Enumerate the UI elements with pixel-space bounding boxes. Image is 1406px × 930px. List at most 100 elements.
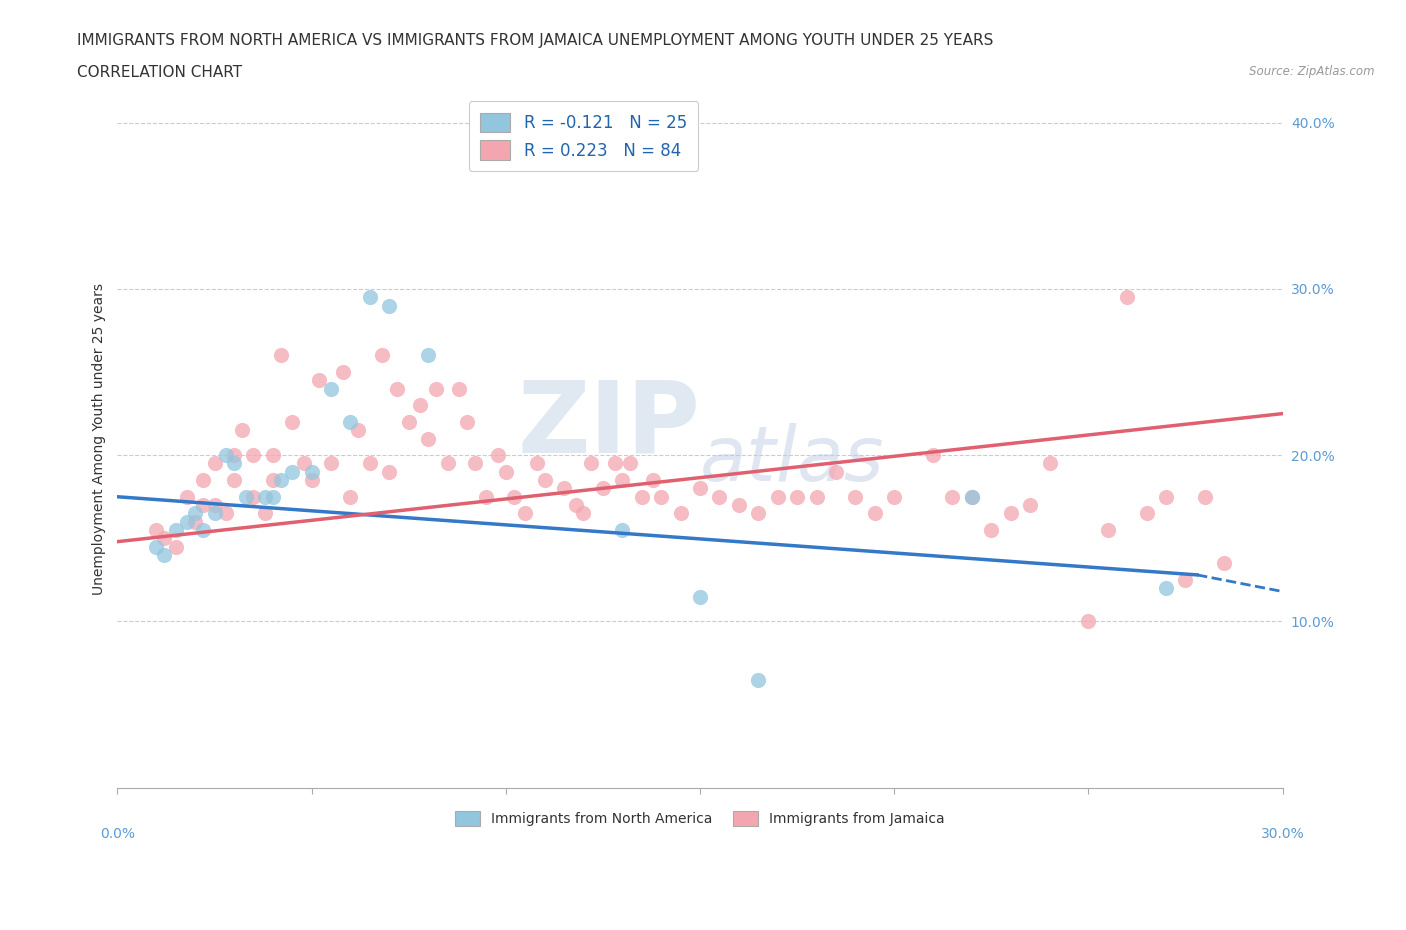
Point	[612, 523, 634, 538]
Point	[153, 531, 176, 546]
Point	[619, 456, 641, 471]
Point	[332, 365, 354, 379]
Point	[262, 472, 284, 487]
Point	[502, 489, 524, 504]
Point	[319, 381, 342, 396]
Point	[1174, 573, 1197, 588]
Point	[231, 423, 253, 438]
Point	[572, 506, 595, 521]
Text: Source: ZipAtlas.com: Source: ZipAtlas.com	[1250, 65, 1375, 78]
Point	[191, 472, 214, 487]
Point	[425, 381, 447, 396]
Point	[495, 464, 517, 479]
Point	[486, 447, 509, 462]
Point	[553, 481, 575, 496]
Point	[1194, 489, 1216, 504]
Point	[184, 514, 207, 529]
Point	[650, 489, 672, 504]
Point	[475, 489, 498, 504]
Point	[145, 523, 167, 538]
Point	[418, 348, 440, 363]
Point	[630, 489, 652, 504]
Point	[145, 539, 167, 554]
Point	[308, 373, 330, 388]
Point	[1116, 290, 1139, 305]
Point	[669, 506, 692, 521]
Point	[464, 456, 486, 471]
Point	[339, 489, 361, 504]
Point	[1000, 506, 1022, 521]
Point	[592, 481, 614, 496]
Point	[301, 472, 323, 487]
Text: 30.0%: 30.0%	[1261, 827, 1305, 841]
Text: ZIP: ZIP	[517, 376, 700, 473]
Point	[436, 456, 458, 471]
Point	[533, 472, 555, 487]
Point	[612, 472, 634, 487]
Point	[215, 506, 238, 521]
Point	[409, 398, 432, 413]
Point	[564, 498, 586, 512]
Text: CORRELATION CHART: CORRELATION CHART	[77, 65, 242, 80]
Point	[1077, 614, 1099, 629]
Point	[222, 472, 245, 487]
Point	[1213, 556, 1236, 571]
Point	[1019, 498, 1042, 512]
Point	[370, 348, 392, 363]
Legend: Immigrants from North America, Immigrants from Jamaica: Immigrants from North America, Immigrant…	[449, 804, 952, 833]
Point	[204, 456, 226, 471]
Point	[689, 589, 711, 604]
Point	[515, 506, 537, 521]
Point	[191, 498, 214, 512]
Point	[806, 489, 828, 504]
Point	[1154, 489, 1177, 504]
Point	[235, 489, 257, 504]
Point	[242, 447, 264, 462]
Point	[301, 464, 323, 479]
Point	[378, 299, 401, 313]
Point	[1038, 456, 1060, 471]
Point	[319, 456, 342, 471]
Point	[176, 514, 198, 529]
Point	[253, 506, 276, 521]
Point	[581, 456, 603, 471]
Point	[270, 348, 292, 363]
Point	[526, 456, 548, 471]
Point	[1097, 523, 1119, 538]
Point	[1136, 506, 1159, 521]
Point	[281, 415, 304, 430]
Point	[281, 464, 304, 479]
Y-axis label: Unemployment Among Youth under 25 years: Unemployment Among Youth under 25 years	[93, 283, 107, 594]
Point	[980, 523, 1002, 538]
Point	[339, 415, 361, 430]
Point	[165, 539, 187, 554]
Point	[449, 381, 471, 396]
Point	[222, 447, 245, 462]
Point	[262, 447, 284, 462]
Point	[689, 481, 711, 496]
Point	[747, 672, 769, 687]
Point	[922, 447, 945, 462]
Text: atlas: atlas	[700, 422, 884, 497]
Point	[643, 472, 665, 487]
Point	[603, 456, 626, 471]
Point	[222, 456, 245, 471]
Point	[786, 489, 808, 504]
Point	[398, 415, 420, 430]
Point	[960, 489, 983, 504]
Point	[418, 432, 440, 446]
Point	[204, 506, 226, 521]
Point	[747, 506, 769, 521]
Point	[385, 381, 408, 396]
Point	[184, 506, 207, 521]
Point	[766, 489, 789, 504]
Text: 0.0%: 0.0%	[100, 827, 135, 841]
Point	[844, 489, 866, 504]
Point	[709, 489, 731, 504]
Text: IMMIGRANTS FROM NORTH AMERICA VS IMMIGRANTS FROM JAMAICA UNEMPLOYMENT AMONG YOUT: IMMIGRANTS FROM NORTH AMERICA VS IMMIGRA…	[77, 33, 994, 47]
Point	[825, 464, 848, 479]
Point	[941, 489, 963, 504]
Point	[270, 472, 292, 487]
Point	[215, 447, 238, 462]
Point	[242, 489, 264, 504]
